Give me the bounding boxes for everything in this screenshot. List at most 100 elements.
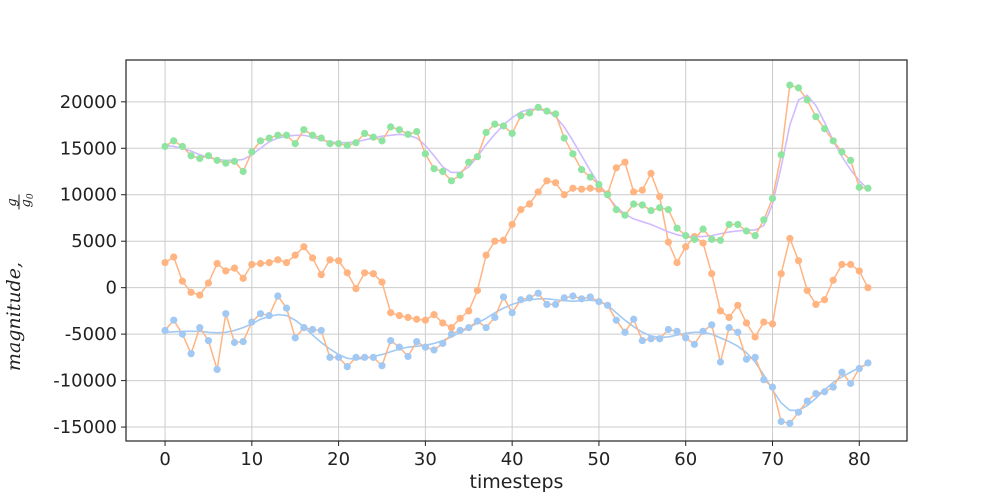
- series-layer: [161, 81, 872, 427]
- series-3-point: [768, 194, 777, 203]
- series-2-point: [447, 324, 456, 332]
- series-3-point: [838, 148, 846, 156]
- series-3-point: [308, 131, 317, 139]
- x-tick-label: 70: [761, 449, 784, 470]
- series-3-point: [447, 177, 456, 185]
- series-3-point: [300, 126, 308, 134]
- series-2-point: [291, 251, 299, 259]
- series-3-point: [274, 131, 282, 139]
- series-2-point: [465, 307, 473, 315]
- series-2-point: [664, 238, 672, 246]
- series-2-point: [517, 206, 525, 214]
- series-1-point: [725, 324, 733, 332]
- series-2-point: [178, 277, 187, 285]
- series-1-point: [387, 337, 395, 345]
- series-3-point: [178, 142, 187, 151]
- series-1-point: [708, 321, 716, 329]
- series-1-point: [716, 358, 725, 366]
- series-1-point: [794, 408, 803, 416]
- series-2-point: [647, 169, 655, 177]
- series-2-point: [499, 236, 508, 244]
- series-3-point: [361, 129, 369, 138]
- series-2-point: [551, 179, 560, 187]
- series-1-point: [361, 353, 369, 361]
- series-1-point: [838, 368, 846, 376]
- series-2-point: [803, 286, 811, 295]
- series-3-point: [482, 128, 490, 137]
- y-axis-title-fraction-numerator: g: [5, 198, 20, 206]
- series-2-point: [274, 256, 282, 264]
- series-1-point: [768, 383, 777, 391]
- series-2-point: [161, 258, 169, 267]
- series-3-point: [803, 96, 811, 104]
- series-2-point: [760, 318, 768, 326]
- series-3-smooth-line: [164, 94, 869, 238]
- series-2-point: [473, 286, 482, 295]
- y-tick-label: 0: [106, 278, 117, 299]
- series-3-point: [577, 166, 586, 174]
- series-3-point: [499, 122, 508, 130]
- series-1-point: [430, 346, 438, 354]
- series-3-point: [716, 236, 725, 244]
- series-3-point: [742, 227, 751, 235]
- series-1-point: [213, 365, 221, 374]
- series-1-point: [690, 340, 698, 348]
- series-2-point: [534, 188, 542, 196]
- series-2-point: [248, 260, 256, 269]
- series-2-point: [491, 237, 499, 245]
- series-2-point: [569, 184, 577, 192]
- series-1-point: [317, 326, 325, 335]
- series-2-point: [308, 254, 317, 262]
- series-2-point: [630, 188, 638, 196]
- series-3-point: [855, 183, 863, 191]
- series-2-point: [725, 313, 733, 322]
- series-2-point: [335, 257, 343, 265]
- series-1-point: [786, 419, 794, 427]
- x-tick-label: 0: [159, 449, 170, 470]
- series-1-point: [560, 294, 568, 302]
- series-2-point: [196, 291, 204, 299]
- series-2-point: [577, 185, 586, 193]
- series-3-point: [465, 158, 473, 166]
- series-2-point: [786, 234, 794, 243]
- series-1-point: [204, 337, 213, 345]
- series-2-point: [612, 164, 620, 172]
- series-1-point: [846, 379, 855, 387]
- series-3-point: [161, 142, 169, 151]
- series-3-point: [708, 235, 716, 243]
- series-2-point: [230, 264, 239, 272]
- series-1-point: [300, 324, 308, 332]
- series-2-point: [543, 177, 551, 185]
- y-tick-label: 20000: [60, 92, 117, 113]
- series-3-point: [725, 220, 733, 229]
- series-3-point: [647, 206, 655, 215]
- series-1-point: [256, 310, 265, 318]
- series-3-point: [560, 134, 568, 142]
- series-2-line: [164, 161, 869, 339]
- series-3-point: [473, 153, 482, 161]
- series-2-point: [699, 239, 707, 247]
- series-2-point: [395, 311, 403, 320]
- series-1-point: [456, 326, 464, 335]
- series-2-point: [430, 311, 438, 319]
- series-2-point: [638, 186, 646, 194]
- y-tick-label: -5000: [65, 324, 117, 345]
- series-1-point: [282, 304, 291, 312]
- y-tick-label: -10000: [53, 371, 117, 392]
- series-1-point: [829, 383, 837, 391]
- x-tick-label: 80: [848, 449, 871, 470]
- series-1-point: [699, 327, 707, 335]
- series-3: [161, 81, 872, 244]
- series-2-point: [378, 278, 386, 286]
- y-tick-label: 15000: [60, 138, 117, 159]
- series-2-point: [387, 309, 395, 317]
- series-2-point: [343, 269, 351, 277]
- series-3-point: [734, 220, 742, 229]
- series-2-point: [716, 307, 725, 315]
- series-3-point: [196, 154, 204, 163]
- series-1-point: [378, 362, 386, 370]
- ticks: 0 10 20 30 40 50 60 70 80 -15000 -10000 -5000 0 5000 1…: [53, 92, 870, 470]
- series-3-point: [369, 133, 377, 141]
- series-1-point: [742, 355, 751, 363]
